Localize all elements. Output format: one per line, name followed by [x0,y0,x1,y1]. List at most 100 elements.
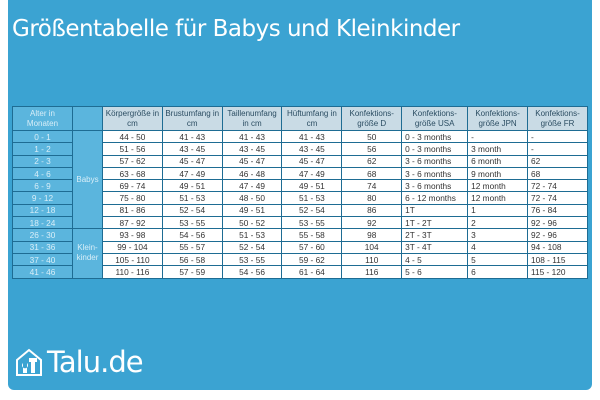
table-cell: 51 - 53 [281,191,343,205]
table-cell: 1T - 2T [401,216,469,230]
table-cell: 110 - 116 [102,265,163,279]
table-row: 4 - 6 63 - 68 47 - 49 46 - 48 47 - 49 68 3 - 6… [12,166,588,181]
table-row: 9 - 12 75 - 80 51 - 53 48 - 50 51 - 53 80 6 - … [12,191,588,205]
table-cell: 44 - 50 [102,129,163,144]
age-cell: 37 - 40 [12,252,73,267]
table-cell: 75 - 80 [102,191,163,205]
table-cell: 52 - 54 [221,240,283,254]
table-cell: 115 - 120 [527,265,588,279]
table-cell: 63 - 68 [102,166,163,181]
table-cell: 4 [467,240,528,254]
size-table: Alter in Monaten Körpergröße in cm Brustum… [12,106,588,279]
table-cell: 41 - 43 [281,129,343,144]
table-cell: 43 - 45 [221,142,283,156]
table-cell: 56 - 58 [161,252,223,267]
age-cell: 6 - 9 [12,179,73,193]
table-cell: 57 - 59 [161,265,223,279]
table-cell: 45 - 47 [281,154,343,168]
column-header: Körpergröße in cm [102,106,163,131]
page-title: Größentabelle für Babys und Kleinkinder [12,16,460,42]
table-cell: 105 - 110 [102,252,163,267]
house-tools-icon [16,348,42,376]
column-header: Konfektions-größe USA [401,106,469,131]
column-header: Hüftumfang in cm [281,106,343,131]
table-cell: 69 - 74 [102,179,163,193]
table-cell: 98 [341,228,403,242]
table-cell: 41 - 43 [161,129,223,144]
table-cell: 74 [341,179,403,193]
table-cell: 52 - 54 [281,203,343,218]
table-row: 41 - 46 110 - 116 57 - 59 54 - 56 61 - 64 116… [12,265,588,279]
table-cell: 59 - 62 [281,252,343,267]
table-cell: 48 - 50 [221,191,283,205]
age-cell: 41 - 46 [12,265,73,279]
column-header [72,106,103,131]
table-cell: 56 [341,142,403,156]
table-cell: 51 - 53 [161,191,223,205]
table-cell: 4 - 5 [401,252,469,267]
table-cell: 0 - 3 months [401,129,469,144]
age-cell: 26 - 30 [12,228,73,242]
table-cell: 47 - 49 [161,166,223,181]
table-cell: 92 [341,216,403,230]
table-cell: 51 - 53 [221,228,283,242]
table-cell: - [527,129,588,144]
talu-logo: Talu.de [14,345,144,379]
table-cell: 92 - 96 [527,216,588,230]
table-cell: 53 - 55 [221,252,283,267]
table-cell: 92 - 96 [527,228,588,242]
table-cell: 50 [341,129,403,144]
table-cell: 57 - 60 [281,240,343,254]
age-group-label: Babys [72,129,103,230]
table-cell: 55 - 58 [281,228,343,242]
table-cell: 6 [467,265,528,279]
table-cell: - [467,129,528,144]
table-cell: 49 - 51 [221,203,283,218]
table-cell: 1 [467,203,528,218]
table-row: 26 - 30 Klein-kinder 93 - 98 54 - 56 51 - 53… [12,228,588,279]
table-row: 6 - 9 69 - 74 49 - 51 47 - 49 49 - 51 74 3 - 6… [12,179,588,193]
table-cell: 6 month [467,154,528,168]
table-cell: 110 [341,252,403,267]
table-cell: 3 [467,228,528,242]
column-header: Taillenumfang in cm [221,106,283,131]
table-cell: 72 - 74 [527,179,588,193]
table-cell: 5 - 6 [401,265,469,279]
table-cell: 6 - 12 months [401,191,469,205]
table-cell: 49 - 51 [281,179,343,193]
table-cell: - [527,142,588,156]
table-cell: 43 - 45 [161,142,223,156]
table-cell: 104 [341,240,403,254]
table-cell: 62 [527,154,588,168]
table-row: 0 - 1 Babys 44 - 50 41 - 43 41 - 43 41 - 43 50… [12,129,588,230]
table-cell: 52 - 54 [161,203,223,218]
column-header: Alter in Monaten [12,106,73,131]
table-cell: 43 - 45 [281,142,343,156]
table-cell: 0 - 3 months [401,142,469,156]
table-cell: 81 - 86 [102,203,163,218]
age-group-label: Klein-kinder [72,228,103,279]
table-cell: 51 - 56 [102,142,163,156]
table-header: Alter in Monaten Körpergröße in cm Brustum… [12,106,588,131]
table-cell: 116 [341,265,403,279]
logo-text: Talu.de [47,345,144,379]
table-cell: 62 [341,154,403,168]
table-cell: 53 - 55 [281,216,343,230]
table-cell: 12 month [467,179,528,193]
table-cell: 41 - 43 [221,129,283,144]
age-cell: 2 - 3 [12,154,73,168]
table-row: 2 - 3 57 - 62 45 - 47 45 - 47 45 - 47 62 3 - 6… [12,154,588,168]
table-cell: 3T - 4T [401,240,469,254]
age-cell: 0 - 1 [12,129,73,144]
table-cell: 2T - 3T [401,228,469,242]
table-cell: 3 month [467,142,528,156]
table-cell: 47 - 49 [281,166,343,181]
age-cell: 9 - 12 [12,191,73,205]
age-cell: 1 - 2 [12,142,73,156]
table-cell: 87 - 92 [102,216,163,230]
table-cell: 53 - 55 [161,216,223,230]
table-cell: 86 [341,203,403,218]
column-header: Konfektions-größe JPN [467,106,528,131]
table-cell: 61 - 64 [281,265,343,279]
table-cell: 3 - 6 months [401,166,469,181]
